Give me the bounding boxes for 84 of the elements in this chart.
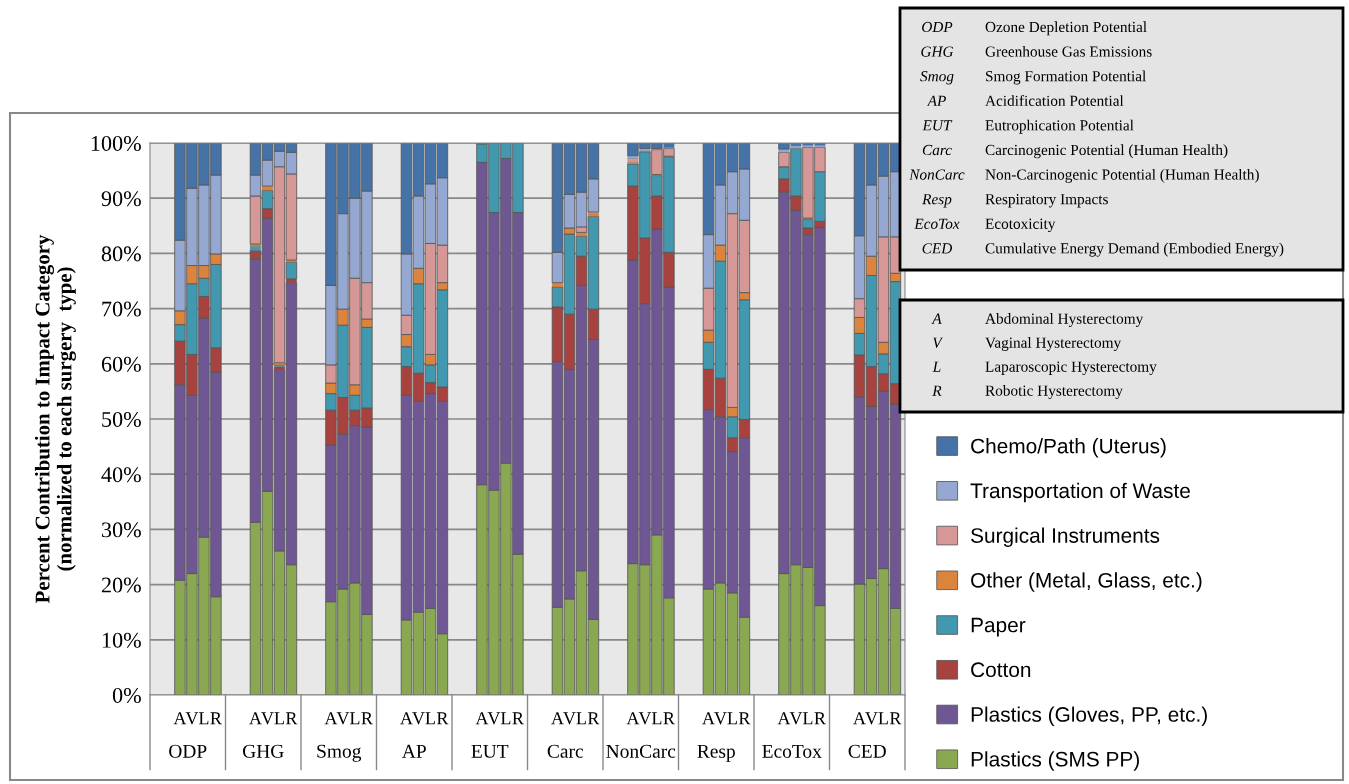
x-tick-label: V [865, 712, 878, 725]
x-tick-label: V [261, 712, 274, 725]
text: EcoTox Ecotoxicity [914, 218, 1056, 233]
y-tick-label: 100% [91, 135, 141, 151]
text: L Laparoscopic Hysterectomy [932, 361, 1157, 375]
x-tick-label: A [324, 712, 338, 725]
x-tick-label: L [274, 712, 284, 725]
x-tick-label: R [285, 712, 298, 725]
x-tick-label: L [500, 712, 511, 725]
text: Smog [317, 744, 362, 762]
text: CED [848, 744, 886, 758]
y-tick-label: 50% [102, 411, 141, 427]
legend-label: Chemo/Path (Uterus) [971, 438, 1166, 458]
text: NonCarc [606, 744, 676, 758]
x-tick-label: A [249, 712, 262, 725]
y-tick-label: 90% [101, 191, 141, 207]
text: AP [402, 744, 426, 758]
x-tick-label: R [512, 712, 524, 725]
text: Resp [697, 744, 735, 762]
x-tick-label: L [349, 712, 360, 725]
x-tick-label: R [889, 712, 902, 725]
y-tick-label: 70% [102, 301, 141, 317]
x-tick-label: A [173, 712, 187, 725]
y-tick-label: 0% [112, 687, 141, 703]
y-tick-label: 80% [101, 246, 141, 262]
y-tick-label: 20% [101, 577, 141, 593]
x-tick-label: R [738, 712, 751, 725]
x-tick-label: R [814, 712, 826, 725]
x-tick-label: L [198, 712, 209, 725]
text: NonCarc Non-Carcinogenic Potential (Human Health) [909, 168, 1259, 183]
text: A Abdominal Hysterectomy [931, 313, 1144, 327]
text: Resp Respiratory Impacts [922, 194, 1108, 208]
x-tick-label: A [400, 712, 413, 725]
text: CED Cumulative Energy Demand (Embodied Energy) [922, 242, 1284, 257]
text: Smog Smog Formation Potential [920, 70, 1146, 85]
x-tick-label: V [563, 712, 576, 725]
text: EcoTox [762, 744, 822, 758]
legend-label: Surgical Instruments [971, 527, 1160, 548]
x-tick-label: V [336, 712, 350, 725]
x-tick-label: R [361, 712, 373, 725]
x-tick-label: L [802, 712, 813, 725]
legend-label: Paper [971, 617, 1026, 637]
text: EUT [471, 744, 509, 758]
text: ODP [169, 744, 207, 758]
x-tick-label: L [878, 712, 888, 725]
x-tick-label: A [853, 712, 866, 725]
x-tick-label: V [185, 712, 199, 725]
x-tick-label: L [651, 712, 662, 725]
x-tick-label: A [777, 712, 791, 725]
legend-label: Plastics (SMS PP) [971, 751, 1139, 771]
text: Carc [547, 744, 583, 758]
x-tick-label: R [663, 712, 675, 725]
text: GHG [242, 744, 284, 758]
legend-label: Plastics (Gloves, PP, etc.) [971, 706, 1207, 726]
y-tick-label: 40% [101, 467, 141, 483]
text: GHG Greenhouse Gas Emissions [921, 45, 1152, 57]
x-tick-label: A [551, 712, 564, 725]
text: V Vaginal Hysterectomy [933, 337, 1122, 351]
legend-label: Transportation of Waste [970, 482, 1190, 503]
x-tick-label: V [714, 712, 727, 725]
x-tick-label: V [487, 712, 501, 725]
y-axis-title: Percent Contribution to Impact Category (normalized to each surgery type) [34, 234, 76, 604]
legend-label: Cotton [971, 662, 1031, 678]
y-tick-label: 30% [102, 522, 141, 538]
x-tick-label: L [727, 712, 737, 725]
x-tick-label: R [587, 712, 600, 725]
x-tick-label: V [789, 712, 803, 725]
x-tick-label: A [702, 712, 715, 725]
legend-label: Other (Metal, Glass, etc.) [971, 572, 1202, 592]
x-tick-label: V [638, 712, 652, 725]
x-tick-label: A [626, 712, 640, 725]
x-tick-label: R [210, 712, 222, 725]
x-tick-label: L [425, 712, 435, 725]
x-tick-label: L [576, 712, 586, 725]
text: R Robotic Hysterectomy [932, 385, 1123, 399]
text: ODP Ozone Depletion Potential [922, 21, 1147, 36]
y-tick-label: 60% [101, 356, 141, 372]
x-tick-label: A [475, 712, 489, 725]
x-tick-label: R [436, 712, 449, 725]
y-tick-label: 10% [102, 632, 141, 648]
text: AP Acidification Potential [926, 95, 1124, 106]
text: Carc Carcinogenic Potential (Human Health) [922, 144, 1228, 159]
x-tick-label: V [412, 712, 425, 725]
text: EUT Eutrophication Potential [922, 119, 1134, 134]
